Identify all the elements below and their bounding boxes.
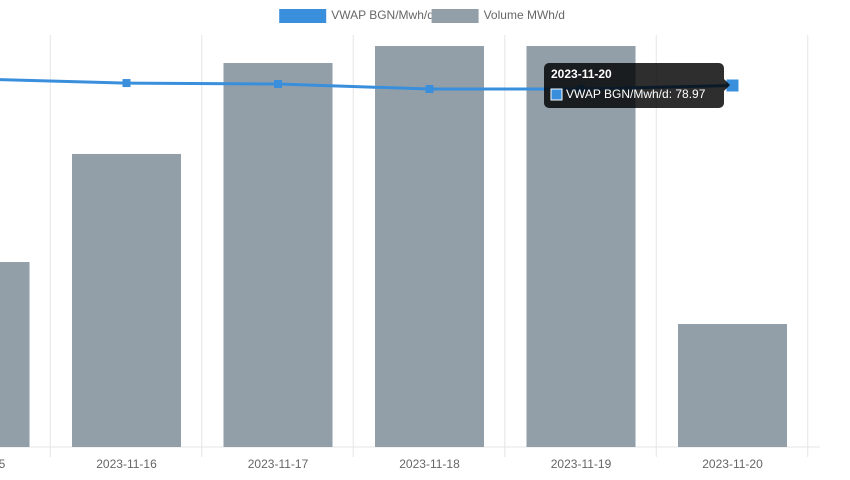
x-tick-label: 2023-11-18 <box>399 457 460 471</box>
x-axis: 2023-11-15 2023-11-16 2023-11-17 2023-11-18… <box>0 457 763 471</box>
bar <box>72 153 181 447</box>
tooltip: 2023-11-20 VWAP BGN/Mwh/d: 78.97 <box>544 63 730 108</box>
tooltip-label: VWAP BGN/Mwh/d: 78.97 <box>566 87 706 101</box>
x-tick-label: 2023-11-16 <box>96 457 157 471</box>
bar <box>375 46 484 448</box>
point <box>274 79 282 88</box>
legend-label: VWAP BGN/Mwh/d <box>331 8 434 22</box>
legend: VWAP BGN/Mwh/d Volume MWh/d <box>279 8 565 23</box>
bars <box>0 46 787 448</box>
legend-swatch <box>431 9 479 23</box>
legend-swatch <box>279 9 327 23</box>
tooltip-box <box>544 63 724 108</box>
point <box>726 79 739 92</box>
bar <box>0 262 30 447</box>
point <box>122 79 131 88</box>
tooltip-title: 2023-11-20 <box>551 67 612 81</box>
bar <box>223 63 333 448</box>
x-tick-label: 2023-11-19 <box>551 457 612 471</box>
x-tick-label: 2023-11-17 <box>248 457 309 471</box>
x-tick-label: 2023-11-15 <box>0 457 6 471</box>
bar <box>678 324 787 447</box>
tooltip-caret <box>724 79 730 91</box>
bar <box>526 46 636 448</box>
tooltip-swatch <box>550 88 563 101</box>
point <box>425 85 434 94</box>
x-tick-label: 2023-11-20 <box>702 457 763 471</box>
legend-label: Volume MWh/d <box>484 8 565 22</box>
